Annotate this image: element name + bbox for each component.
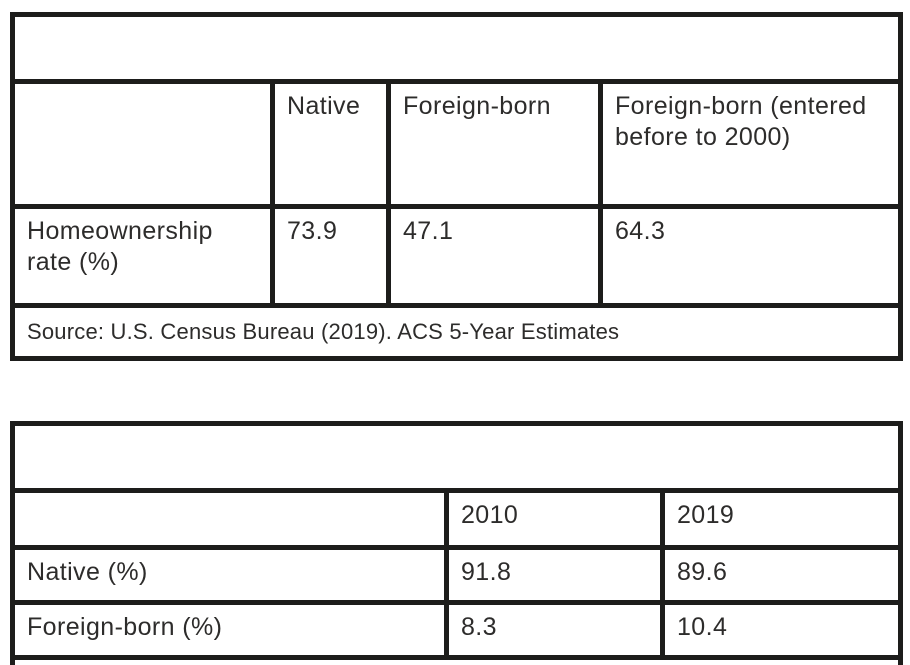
table-2-header-row: Native Foreign-born Foreign-born (entere… [10, 79, 903, 209]
table-3-title: Table 3 - Labor Force by Nativity - Minn… [9, 421, 904, 493]
table-3-title-label: Table 3 - [27, 434, 131, 462]
table-3-header-empty [10, 488, 449, 550]
table-2-source: Source: U.S. Census Bureau (2019). ACS 5… [10, 303, 903, 361]
table-3-title-text: Labor Force by Nativity - Minnesota [130, 434, 547, 462]
table-3-source-row: Source: U.S. Census Bureau, 1-Year Estim… [9, 655, 904, 665]
table-2-header-native: Native [270, 79, 391, 209]
table-2-title: Table 2 - Homeownership Rates - Minnesot… [10, 12, 903, 84]
table-2-header-foreign-born: Foreign-born [386, 79, 603, 209]
table-spacer [10, 361, 900, 421]
table-2-title-text: - Homeownership Rates - Minnesota - 2019 [114, 25, 621, 53]
table-3-header-2019: 2019 [659, 488, 904, 550]
table-3-foreign-born-2010: 8.3 [444, 600, 665, 660]
table-3-source: Source: U.S. Census Bureau, 1-Year Estim… [9, 655, 904, 665]
table-labor-force-by-nativity: Table 3 - Labor Force by Nativity - Minn… [9, 421, 904, 665]
table-3-header-row: 2010 2019 [10, 488, 904, 550]
table-2-row-label: Homeownership rate (%) [10, 204, 275, 308]
table-3-row-native: Native (%) 91.8 89.6 [10, 545, 904, 605]
table-3-row-native-label: Native (%) [10, 545, 449, 605]
table-2-data-row: Homeownership rate (%) 73.9 47.1 64.3 [10, 204, 903, 308]
table-2-value-native: 73.9 [270, 204, 391, 308]
table-3-row-foreign-born-label: Foreign-born (%) [10, 600, 449, 660]
table-3-row-foreign-born: Foreign-born (%) 8.3 10.4 [10, 600, 904, 660]
table-3-native-2010: 91.8 [444, 545, 665, 605]
table-2-header-empty [10, 79, 275, 209]
table-2-value-foreign-born: 47.1 [386, 204, 603, 308]
table-2-value-foreign-born-before-2000: 64.3 [598, 204, 903, 308]
table-homeownership-rates: Table 2 - Homeownership Rates - Minnesot… [10, 12, 903, 361]
table-3-header-2010: 2010 [444, 488, 665, 550]
table-2-source-row: Source: U.S. Census Bureau (2019). ACS 5… [10, 303, 903, 361]
table-3-native-2019: 89.6 [659, 545, 904, 605]
table-2-title-row: Table 2 - Homeownership Rates - Minnesot… [10, 12, 903, 84]
table-3-foreign-born-2019: 10.4 [659, 600, 904, 660]
table-2-title-label: Table 2 [27, 25, 115, 53]
table-3-title-row: Table 3 - Labor Force by Nativity - Minn… [9, 421, 904, 493]
table-2-header-foreign-born-before-2000: Foreign-born (entered before to 2000) [598, 79, 903, 209]
